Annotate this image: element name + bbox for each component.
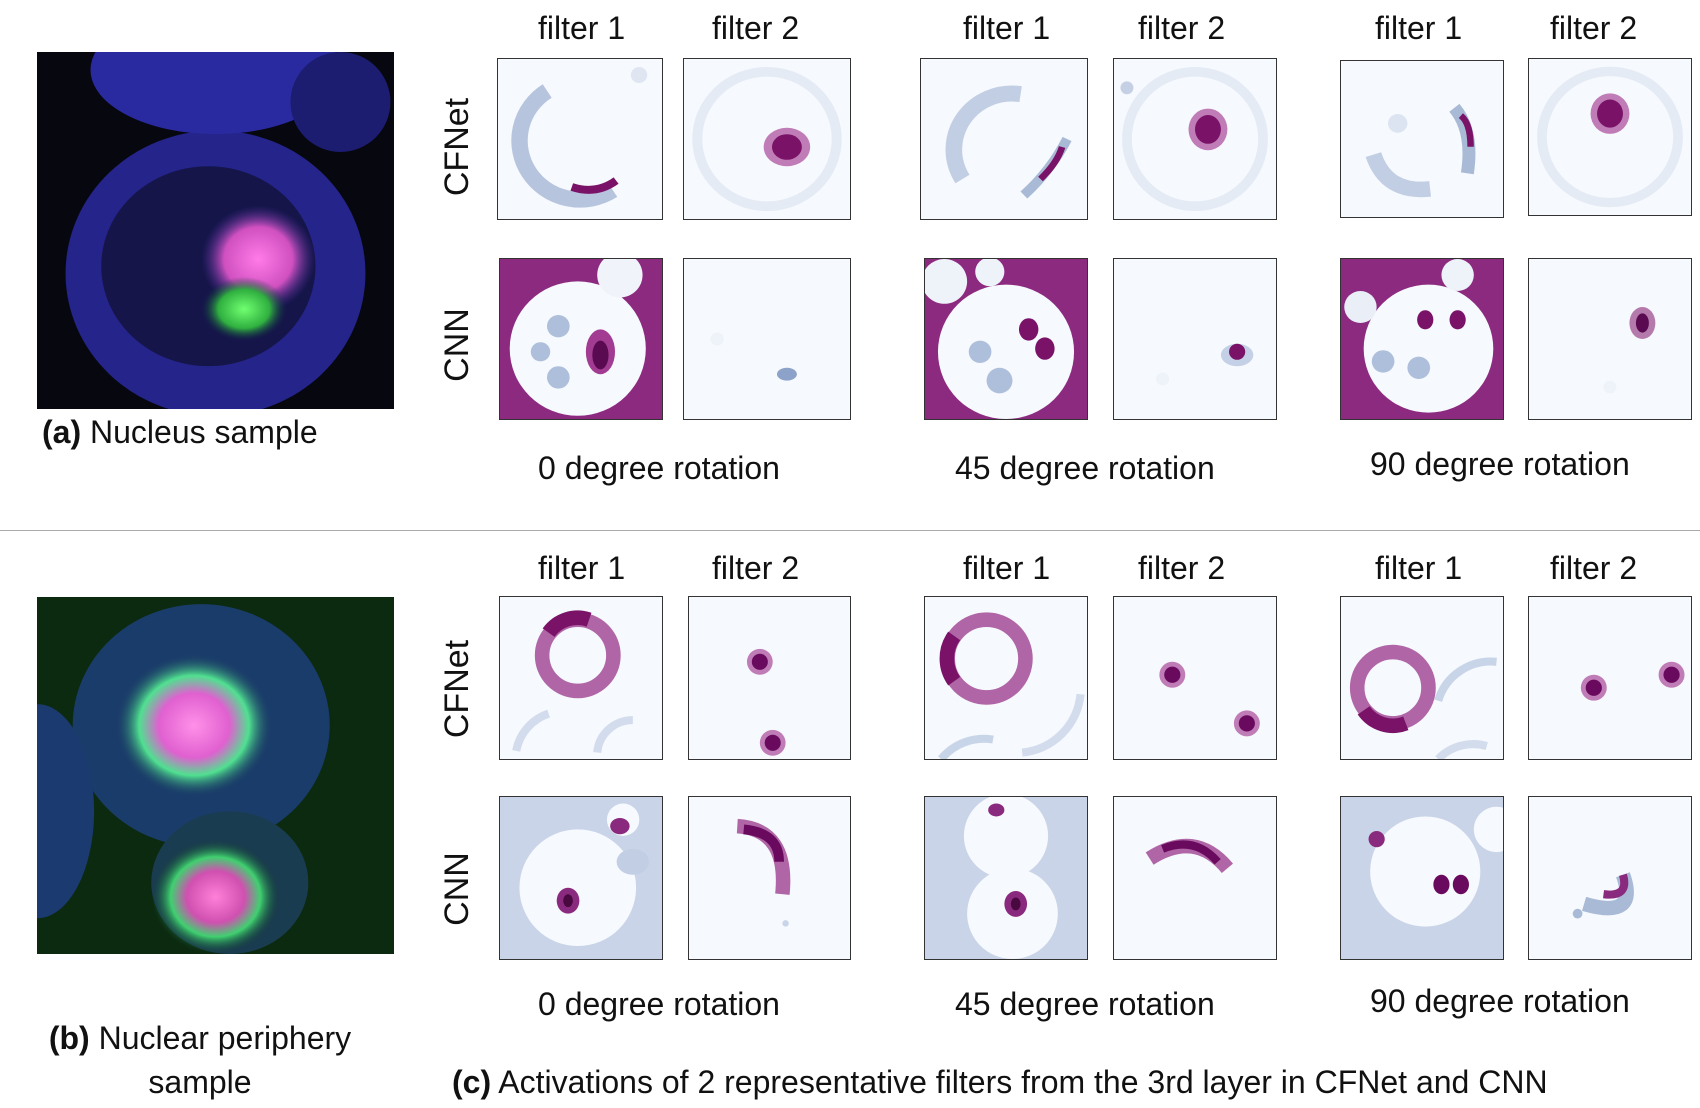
activation-map [683, 58, 851, 220]
filter-label: filter 2 [712, 10, 800, 46]
activation-map [924, 796, 1088, 960]
activation-map [1340, 596, 1504, 760]
rotation-caption: 0 degree rotation [538, 986, 780, 1022]
filter-label: filter 1 [538, 10, 626, 46]
activation-map [1113, 58, 1277, 220]
activation-map [683, 258, 851, 420]
row-label-cnn: CNN [438, 852, 476, 926]
figure-caption: (c) Activations of 2 representative filt… [452, 1064, 1548, 1100]
filter-label: filter 1 [963, 10, 1051, 46]
activation-map [1113, 796, 1277, 960]
activation-map [1528, 796, 1692, 960]
activation-map [1340, 796, 1504, 960]
rotation-caption: 90 degree rotation [1370, 446, 1630, 482]
nucleus-sample-image [37, 52, 394, 409]
rotation-caption: 0 degree rotation [538, 450, 780, 486]
rotation-caption: 45 degree rotation [955, 450, 1215, 486]
activation-map [499, 258, 663, 420]
nuclear-periphery-sample-image [37, 597, 394, 954]
filter-label: filter 1 [538, 550, 626, 586]
row-label-cfnet: CFNet [438, 97, 476, 197]
activation-map [924, 596, 1088, 760]
row-label-cfnet: CFNet [438, 639, 476, 739]
filter-label: filter 2 [1550, 10, 1638, 46]
activation-map [497, 58, 663, 220]
activation-map [1528, 596, 1692, 760]
filter-label: filter 2 [712, 550, 800, 586]
filter-label: filter 1 [1375, 550, 1463, 586]
activation-map [1528, 258, 1692, 420]
filter-label: filter 1 [963, 550, 1051, 586]
section-divider [0, 530, 1700, 531]
activation-map [1340, 60, 1504, 218]
row-label-cnn: CNN [438, 308, 476, 382]
filter-label: filter 2 [1138, 10, 1226, 46]
filter-label: filter 1 [1375, 10, 1463, 46]
activation-map [1528, 58, 1692, 216]
activation-map [924, 258, 1088, 420]
activation-map [499, 796, 663, 960]
activation-map [1113, 596, 1277, 760]
rotation-caption: 90 degree rotation [1370, 983, 1630, 1019]
sample-caption-b: (b) Nuclear periphery [48, 1020, 352, 1056]
filter-label: filter 2 [1138, 550, 1226, 586]
activation-map [688, 796, 851, 960]
activation-map [1113, 258, 1277, 420]
rotation-caption: 45 degree rotation [955, 986, 1215, 1022]
filter-label: filter 2 [1550, 550, 1638, 586]
sample-caption-a: (a) Nucleus sample [42, 414, 318, 450]
activation-map [920, 58, 1088, 220]
activation-map [1340, 258, 1504, 420]
activation-map [688, 596, 851, 760]
activation-map [499, 596, 663, 760]
sample-caption-b-line2: sample [148, 1064, 252, 1100]
